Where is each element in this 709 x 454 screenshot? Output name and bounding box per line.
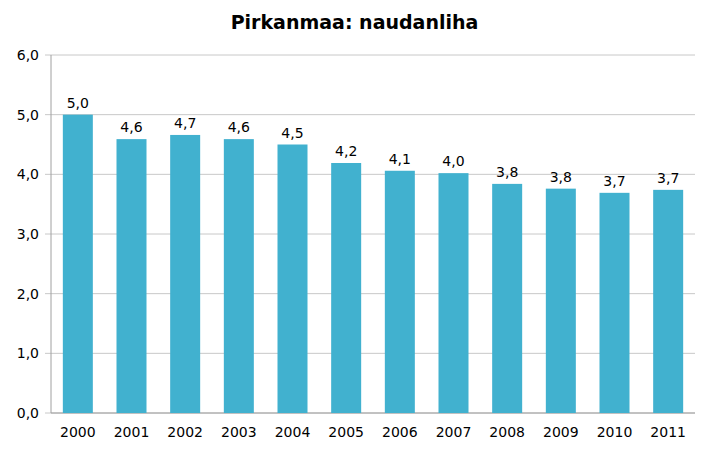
- x-tick-label: 2001: [114, 424, 150, 440]
- y-tick-label: 4,0: [17, 166, 39, 182]
- data-label: 3,7: [657, 170, 679, 186]
- x-tick-label: 2004: [275, 424, 311, 440]
- y-tick-label: 6,0: [17, 47, 39, 63]
- bar: [439, 173, 469, 413]
- x-tick-label: 2000: [60, 424, 96, 440]
- chart-svg: Pirkanmaa: naudanliha 0,0 1,0 2,0 3,0 4,0 5,0 6…: [0, 0, 709, 454]
- bar: [170, 135, 200, 413]
- bar: [385, 171, 415, 413]
- bar: [117, 139, 147, 413]
- x-tick-label: 2006: [382, 424, 418, 440]
- data-label: 5,0: [67, 95, 89, 111]
- bar: [278, 145, 308, 414]
- data-label: 3,8: [496, 164, 518, 180]
- bars: [63, 115, 683, 413]
- data-label: 4,7: [174, 115, 196, 131]
- bar: [546, 189, 576, 413]
- x-axis-line: [51, 413, 695, 414]
- y-axis-line: [51, 55, 52, 413]
- bar: [653, 190, 683, 413]
- y-tick-label: 0,0: [17, 405, 39, 421]
- x-tick-label: 2010: [597, 424, 633, 440]
- data-label: 3,8: [550, 169, 572, 185]
- data-label: 4,5: [281, 125, 303, 141]
- x-axis: 2000 2001 2002 2003 2004 2005 2006 2007 2008 2009…: [60, 424, 686, 440]
- data-label: 4,6: [228, 119, 250, 135]
- bar: [600, 193, 630, 413]
- data-label: 4,0: [442, 153, 464, 169]
- data-label: 4,6: [120, 119, 142, 135]
- y-tick-label: 5,0: [17, 107, 39, 123]
- y-tick-label: 1,0: [17, 345, 39, 361]
- y-axis: 0,0 1,0 2,0 3,0 4,0 5,0 6,0: [17, 47, 695, 421]
- bar: [492, 184, 522, 413]
- data-label: 3,7: [603, 173, 625, 189]
- title: Pirkanmaa: naudanliha: [231, 11, 479, 33]
- y-tick-label: 3,0: [17, 226, 39, 242]
- bar: [63, 115, 93, 413]
- x-tick-label: 2011: [650, 424, 686, 440]
- bar: [331, 163, 361, 413]
- x-tick-label: 2009: [543, 424, 579, 440]
- bar: [224, 139, 254, 413]
- chart: Pirkanmaa: naudanliha 0,0 1,0 2,0 3,0 4,0 5,0 6…: [0, 0, 709, 454]
- data-label: 4,1: [389, 151, 411, 167]
- data-labels: 5,0 4,6 4,7 4,6 4,5 4,2 4,1 4,0 3,8 3,8 3,7 3,7: [67, 95, 680, 189]
- grid-line: [45, 55, 695, 56]
- data-label: 4,2: [335, 143, 357, 159]
- y-tick-label: 2,0: [17, 286, 39, 302]
- x-tick-label: 2005: [328, 424, 364, 440]
- x-tick-label: 2002: [167, 424, 203, 440]
- x-tick-label: 2008: [489, 424, 525, 440]
- grid-line: [45, 114, 695, 115]
- x-tick-label: 2007: [436, 424, 472, 440]
- x-tick-label: 2003: [221, 424, 257, 440]
